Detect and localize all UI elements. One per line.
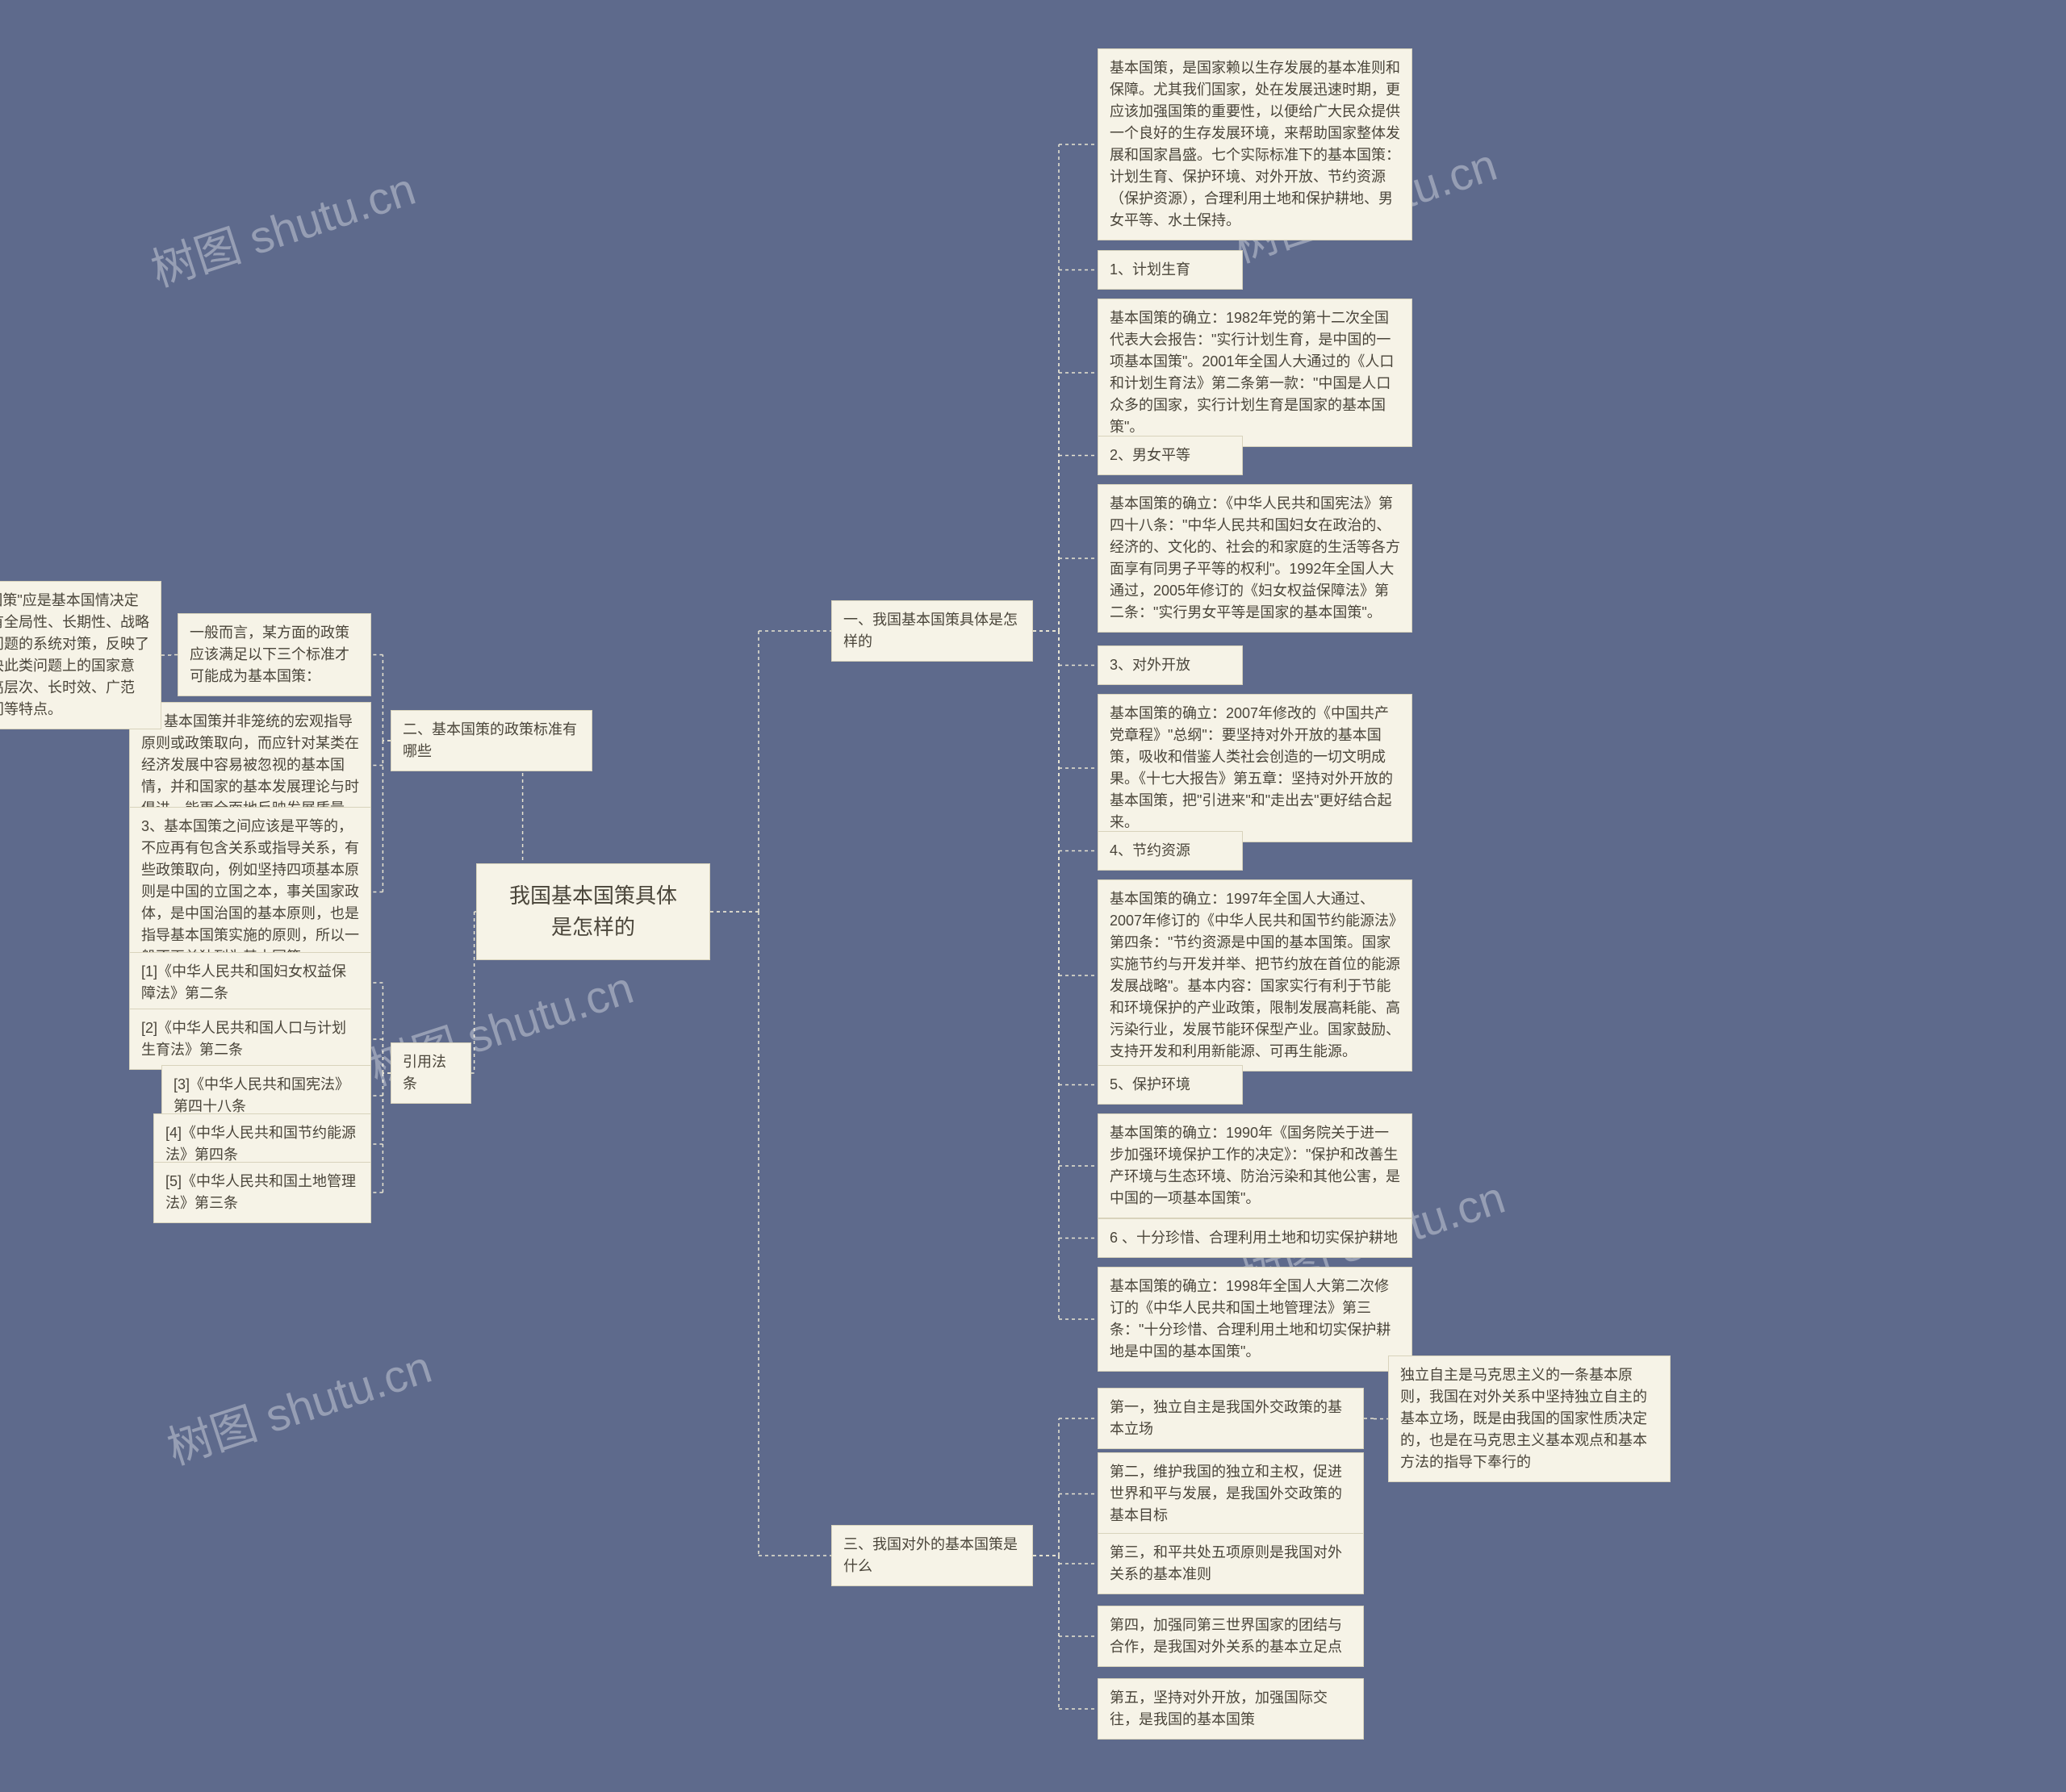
mindmap-node: 基本国策的确立：1997年全国人大通过、2007年修订的《中华人民共和国节约能源… [1098,879,1412,1071]
mindmap-node: 第一，独立自主是我国外交政策的基本立场 [1098,1388,1364,1449]
node-text: 第五，坚持对外开放，加强国际交往，是我国的基本国策 [1110,1690,1328,1727]
node-text: 第一，独立自主是我国外交政策的基本立场 [1110,1399,1342,1437]
mindmap-node: 6 、十分珍惜、合理利用土地和切实保护耕地 [1098,1218,1412,1258]
node-text: 3、基本国策之间应该是平等的，不应再有包含关系或指导关系，有些政策取向，例如坚持… [141,818,359,965]
root-node: 我国基本国策具体是怎样的 [476,863,710,960]
node-text: 独立自主是马克思主义的一条基本原则，我国在对外关系中坚持独立自主的基本立场，既是… [1400,1367,1647,1470]
node-text: 基本国策，是国家赖以生存发展的基本准则和保障。尤其我们国家，处在发展迅速时期，更… [1110,60,1400,228]
mindmap-node: 一般而言，某方面的政策应该满足以下三个标准才可能成为基本国策： [178,613,371,696]
mindmap-node: 基本国策的确立：2007年修改的《中国共产党章程》"总纲"：要坚持对外开放的基本… [1098,694,1412,842]
watermark: 树图 shutu.cn [142,153,423,300]
node-text: 1、"基本国策"应是基本国情决定的某类具有全局性、长期性、战略性意义的问题的系统… [0,592,149,717]
mindmap-node: 第三，和平共处五项原则是我国对外关系的基本准则 [1098,1533,1364,1594]
node-text: 二、基本国策的政策标准有哪些 [403,721,577,759]
mindmap-node: 基本国策的确立：1982年党的第十二次全国代表大会报告："实行计划生育，是中国的… [1098,299,1412,447]
node-text: 5、保护环境 [1110,1076,1190,1092]
node-text: [2]《中华人民共和国人口与计划生育法》第二条 [141,1020,346,1058]
mindmap-node: 引用法条 [391,1042,471,1104]
mindmap-node: 基本国策，是国家赖以生存发展的基本准则和保障。尤其我们国家，处在发展迅速时期，更… [1098,48,1412,240]
node-text: 基本国策的确立：1997年全国人大通过、2007年修订的《中华人民共和国节约能源… [1110,891,1400,1059]
mindmap-node: [5]《中华人民共和国土地管理法》第三条 [153,1162,371,1223]
node-text: 3、对外开放 [1110,657,1190,673]
mindmap-node: 三、我国对外的基本国策是什么 [831,1525,1033,1586]
mindmap-node: 基本国策的确立：1990年《国务院关于进一步加强环境保护工作的决定》："保护和改… [1098,1113,1412,1218]
mindmap-node: 2、男女平等 [1098,436,1243,475]
node-text: 基本国策的确立：《中华人民共和国宪法》第四十八条："中华人民共和国妇女在政治的、… [1110,495,1400,620]
mindmap-node: 独立自主是马克思主义的一条基本原则，我国在对外关系中坚持独立自主的基本立场，既是… [1388,1355,1671,1482]
mindmap-node: 4、节约资源 [1098,831,1243,871]
node-text: [1]《中华人民共和国妇女权益保障法》第二条 [141,963,346,1001]
node-text: 1、计划生育 [1110,261,1190,278]
node-text: 一般而言，某方面的政策应该满足以下三个标准才可能成为基本国策： [190,624,349,684]
node-text: 4、节约资源 [1110,842,1190,858]
mindmap-node: 第二，维护我国的独立和主权，促进世界和平与发展，是我国外交政策的基本目标 [1098,1452,1364,1535]
node-text: 第三，和平共处五项原则是我国对外关系的基本准则 [1110,1544,1342,1582]
node-text: 基本国策的确立：1982年党的第十二次全国代表大会报告："实行计划生育，是中国的… [1110,310,1394,435]
mindmap-node: 3、对外开放 [1098,645,1243,685]
mindmap-node: [2]《中华人民共和国人口与计划生育法》第二条 [129,1009,371,1070]
node-text: [3]《中华人民共和国宪法》第四十八条 [174,1076,349,1114]
node-text: 第四，加强同第三世界国家的团结与合作，是我国对外关系的基本立足点 [1110,1617,1342,1655]
node-text: 基本国策的确立：1990年《国务院关于进一步加强环境保护工作的决定》："保护和改… [1110,1125,1400,1206]
node-text: 我国基本国策具体是怎样的 [509,883,677,939]
node-text: 2、男女平等 [1110,447,1190,463]
node-text: 基本国策的确立：2007年修改的《中国共产党章程》"总纲"：要坚持对外开放的基本… [1110,705,1393,830]
mindmap-node: 第四，加强同第三世界国家的团结与合作，是我国对外关系的基本立足点 [1098,1606,1364,1667]
node-text: 一、我国基本国策具体是怎样的 [843,612,1018,650]
node-text: 第二，维护我国的独立和主权，促进世界和平与发展，是我国外交政策的基本目标 [1110,1464,1342,1523]
node-text: 2、基本国策并非笼统的宏观指导原则或政策取向，而应针对某类在经济发展中容易被忽视… [141,713,359,817]
node-text: [4]《中华人民共和国节约能源法》第四条 [165,1125,356,1163]
mindmap-node: 基本国策的确立：1998年全国人大第二次修订的《中华人民共和国土地管理法》第三条… [1098,1267,1412,1372]
node-text: 基本国策的确立：1998年全国人大第二次修订的《中华人民共和国土地管理法》第三条… [1110,1278,1391,1360]
node-text: 引用法条 [403,1054,446,1092]
mindmap-node: 基本国策的确立：《中华人民共和国宪法》第四十八条："中华人民共和国妇女在政治的、… [1098,484,1412,633]
mindmap-node: 1、计划生育 [1098,250,1243,290]
mindmap-node: 第五，坚持对外开放，加强国际交往，是我国的基本国策 [1098,1678,1364,1740]
watermark: 树图 shutu.cn [158,1331,439,1478]
node-text: [5]《中华人民共和国土地管理法》第三条 [165,1173,356,1211]
mindmap-node: 二、基本国策的政策标准有哪些 [391,710,592,771]
mindmap-node: 1、"基本国策"应是基本国情决定的某类具有全局性、长期性、战略性意义的问题的系统… [0,581,161,729]
mindmap-node: 一、我国基本国策具体是怎样的 [831,600,1033,662]
node-text: 6 、十分珍惜、合理利用土地和切实保护耕地 [1110,1230,1398,1246]
mindmap-node: [1]《中华人民共和国妇女权益保障法》第二条 [129,952,371,1013]
mindmap-node: 5、保护环境 [1098,1065,1243,1105]
node-text: 三、我国对外的基本国策是什么 [843,1536,1018,1574]
